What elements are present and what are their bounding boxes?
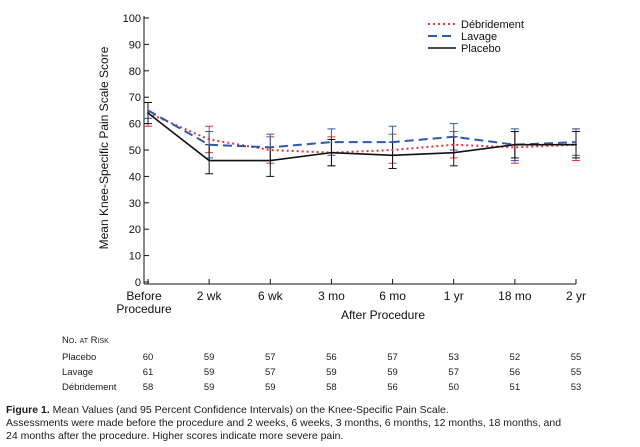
y-tick-label: 90 [129,39,141,51]
legend-label-2: Placebo [461,43,501,55]
figure-caption: Figure 1. Mean Values (and 95 Percent Co… [6,404,636,443]
data-point [269,149,272,151]
x-tick-label: 2 wk [197,289,223,303]
data-point [208,138,211,141]
y-tick-label: 70 [129,92,141,104]
series-lines [147,109,577,162]
y-tick-label: 0 [135,277,141,289]
y-tick-label: 40 [129,171,141,183]
data-point [513,146,516,149]
data-point [269,159,272,162]
caption-line-3: 24 months after the procedure. Higher sc… [6,430,344,442]
x-tick-label: 18 mo [498,289,532,303]
x-tick-label: 6 wk [258,289,284,303]
y-tick-label: 10 [129,251,141,263]
x-axis-label: After Procedure [341,308,425,322]
data-point [208,143,211,146]
data-point [208,159,211,162]
y-tick-label: 60 [129,119,141,131]
series-line-2 [147,112,576,162]
data-point [147,109,149,112]
caption-line-1: Figure 1. Mean Values (and 95 Percent Co… [6,404,636,417]
caption-line-2: Assessments were made before the procedu… [6,417,562,429]
x-tick-label: 3 mo [318,289,345,303]
y-tick-label: 50 [129,145,141,157]
chart-axes: 0 10 20 30 40 50 60 70 80 90 100 Before Procedure 2 w… [116,13,586,316]
data-point [330,141,333,143]
data-point [575,141,577,143]
x-tick-label: 2 yr [566,289,586,303]
legend-label-0: Débridement [461,19,524,31]
x-tick-label: 6 mo [379,289,406,303]
data-point [391,154,394,157]
data-point [391,141,394,143]
y-axis-label: Mean Knee-Specific Pain Scale Score [97,46,111,249]
data-point [391,149,394,151]
y-tick-label: 20 [129,224,141,236]
data-point [575,143,577,146]
data-point [147,112,149,114]
y-tick-label: 30 [129,198,141,210]
y-tick-label: 100 [123,13,141,25]
y-tick-label: 80 [129,66,141,78]
data-point [269,146,272,149]
data-point [513,143,516,146]
data-point [452,151,455,154]
series-line-1 [147,109,577,149]
data-point [452,135,455,138]
figure-title: Mean Values (and 95 Percent Confidence I… [49,404,449,416]
x-tick-label: 1 yr [444,289,464,303]
legend-label-1: Lavage [461,31,497,43]
series-line-0 [147,112,577,154]
x-tick-label: Before Procedure [116,289,172,316]
data-point [330,151,333,154]
figure-label: Figure 1. [6,404,50,416]
data-point [452,143,455,146]
pain-score-chart: 0 10 20 30 40 50 60 70 80 90 100 Before Procedure 2 w… [97,13,586,322]
